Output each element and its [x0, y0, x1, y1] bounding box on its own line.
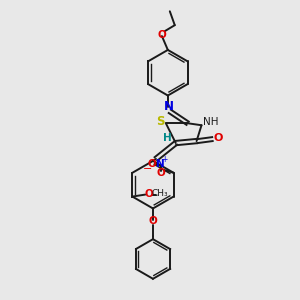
Text: H: H	[164, 133, 172, 143]
Text: −: −	[143, 164, 152, 174]
Text: N: N	[156, 159, 165, 169]
Text: O: O	[214, 133, 223, 143]
Text: CH₃: CH₃	[152, 189, 168, 198]
Text: +: +	[161, 155, 168, 164]
Text: O: O	[147, 159, 156, 169]
Text: N: N	[164, 100, 174, 113]
Text: O: O	[156, 168, 165, 178]
Text: O: O	[158, 30, 166, 40]
Text: O: O	[148, 216, 157, 226]
Text: O: O	[145, 189, 154, 199]
Text: NH: NH	[203, 117, 218, 127]
Text: S: S	[156, 115, 164, 128]
